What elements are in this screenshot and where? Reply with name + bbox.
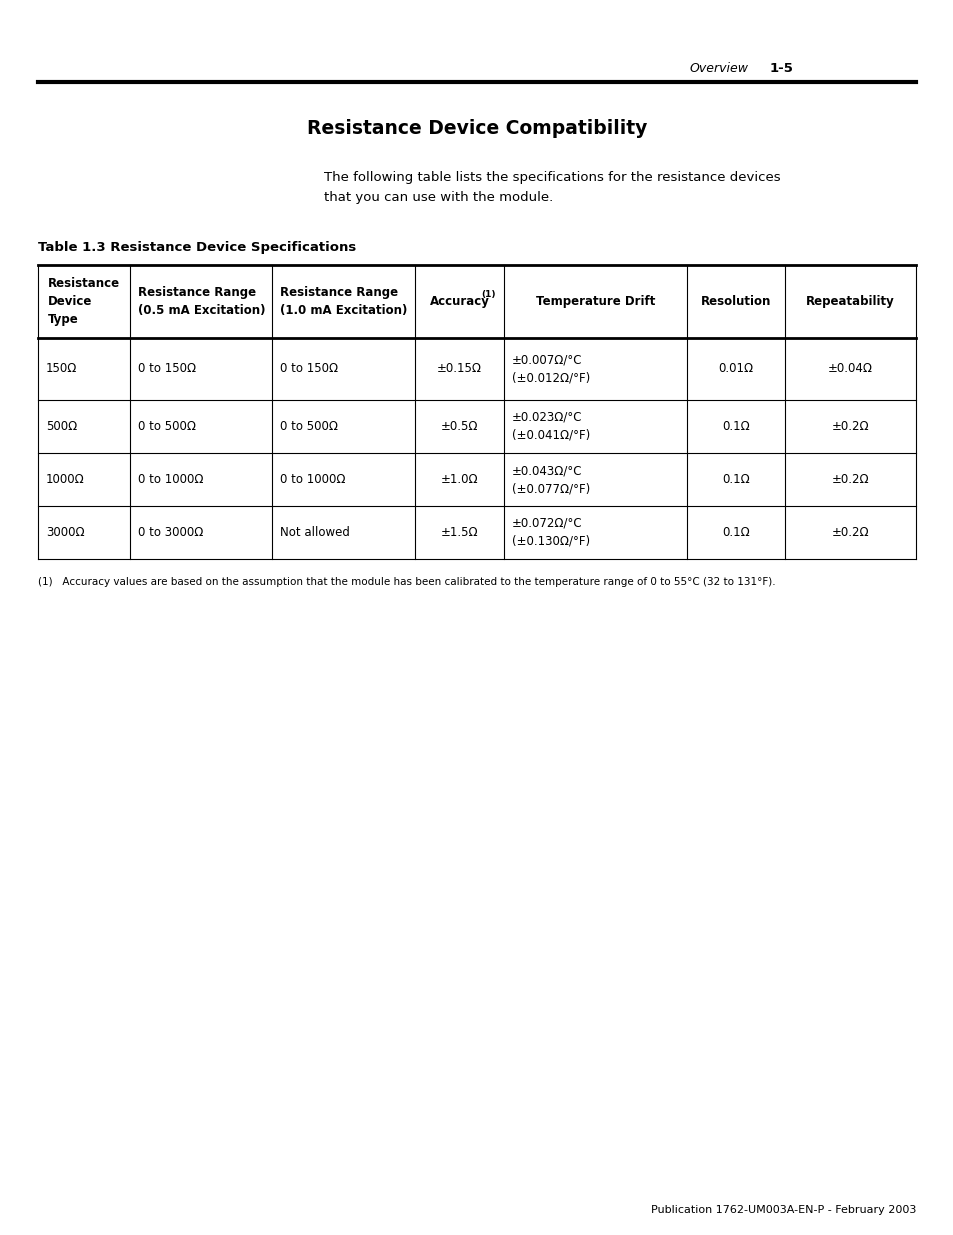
- Text: Resistance
Device
Type: Resistance Device Type: [48, 277, 120, 326]
- Text: Overview: Overview: [689, 62, 748, 74]
- Text: ±0.007Ω/°C
(±0.012Ω/°F): ±0.007Ω/°C (±0.012Ω/°F): [512, 353, 590, 384]
- Text: Table 1.3 Resistance Device Specifications: Table 1.3 Resistance Device Specificatio…: [38, 242, 355, 254]
- Text: ±0.2Ω: ±0.2Ω: [831, 473, 868, 487]
- Text: Accuracy: Accuracy: [429, 295, 489, 308]
- Text: ±0.5Ω: ±0.5Ω: [440, 420, 477, 433]
- Text: Resistance Range
(1.0 mA Excitation): Resistance Range (1.0 mA Excitation): [279, 287, 407, 317]
- Text: 0.01Ω: 0.01Ω: [718, 363, 753, 375]
- Text: 500Ω: 500Ω: [46, 420, 77, 433]
- Text: 0 to 150Ω: 0 to 150Ω: [280, 363, 338, 375]
- Text: that you can use with the module.: that you can use with the module.: [324, 191, 553, 205]
- Text: ±0.2Ω: ±0.2Ω: [831, 420, 868, 433]
- Text: ±0.043Ω/°C
(±0.077Ω/°F): ±0.043Ω/°C (±0.077Ω/°F): [512, 464, 590, 495]
- Text: 0 to 1000Ω: 0 to 1000Ω: [280, 473, 346, 487]
- Text: Temperature Drift: Temperature Drift: [536, 295, 655, 308]
- Text: 0.1Ω: 0.1Ω: [721, 526, 749, 538]
- Text: The following table lists the specifications for the resistance devices: The following table lists the specificat…: [324, 172, 780, 184]
- Text: Resistance Device Compatibility: Resistance Device Compatibility: [307, 119, 646, 137]
- Text: 0.1Ω: 0.1Ω: [721, 420, 749, 433]
- Text: ±0.04Ω: ±0.04Ω: [827, 363, 872, 375]
- Text: 0 to 500Ω: 0 to 500Ω: [138, 420, 196, 433]
- Text: ±0.072Ω/°C
(±0.130Ω/°F): ±0.072Ω/°C (±0.130Ω/°F): [512, 517, 590, 548]
- Text: 0 to 150Ω: 0 to 150Ω: [138, 363, 196, 375]
- Text: ±1.0Ω: ±1.0Ω: [440, 473, 477, 487]
- Text: 150Ω: 150Ω: [46, 363, 77, 375]
- Text: 0 to 3000Ω: 0 to 3000Ω: [138, 526, 203, 538]
- Text: 1000Ω: 1000Ω: [46, 473, 85, 487]
- Text: (1): (1): [481, 290, 496, 299]
- Text: 0 to 500Ω: 0 to 500Ω: [280, 420, 338, 433]
- Text: 1-5: 1-5: [769, 62, 793, 74]
- Text: (1)   Accuracy values are based on the assumption that the module has been calib: (1) Accuracy values are based on the ass…: [38, 577, 775, 587]
- Text: ±1.5Ω: ±1.5Ω: [440, 526, 477, 538]
- Text: ±0.15Ω: ±0.15Ω: [436, 363, 481, 375]
- Text: ±0.2Ω: ±0.2Ω: [831, 526, 868, 538]
- Text: Resistance Range
(0.5 mA Excitation): Resistance Range (0.5 mA Excitation): [137, 287, 265, 317]
- Text: Resolution: Resolution: [700, 295, 770, 308]
- Text: ±0.023Ω/°C
(±0.041Ω/°F): ±0.023Ω/°C (±0.041Ω/°F): [512, 411, 590, 442]
- Text: 3000Ω: 3000Ω: [46, 526, 85, 538]
- Text: 0 to 1000Ω: 0 to 1000Ω: [138, 473, 204, 487]
- Text: Not allowed: Not allowed: [280, 526, 350, 538]
- Text: Publication 1762-UM003A-EN-P - February 2003: Publication 1762-UM003A-EN-P - February …: [650, 1205, 915, 1215]
- Text: 0.1Ω: 0.1Ω: [721, 473, 749, 487]
- Text: Repeatability: Repeatability: [805, 295, 894, 308]
